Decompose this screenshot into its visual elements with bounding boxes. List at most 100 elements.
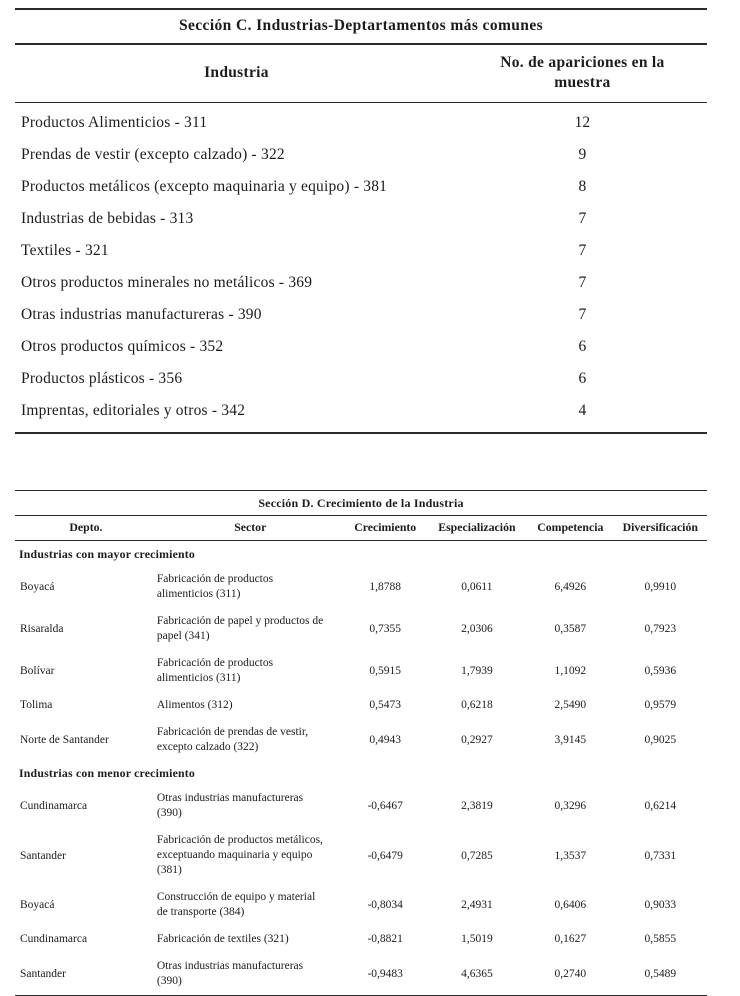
depto-cell: Santander xyxy=(20,967,66,980)
column-header-industria: Industria xyxy=(204,64,269,82)
group-label-menor-crecimiento: Industrias con menor crecimiento xyxy=(19,766,196,781)
competencia-cell: 1,3537 xyxy=(554,849,587,862)
sector-cell: Fabricación de productos alimenticios (3… xyxy=(156,573,274,600)
table-row: Textiles - 321 7 xyxy=(15,235,707,267)
industry-cell: Otros productos químicos - 352 xyxy=(21,338,224,356)
sector-cell: Fabricación de productos metálicos, exce… xyxy=(156,834,323,877)
table-row: Productos Alimenticios - 311 12 xyxy=(15,107,707,139)
especializacion-cell: 1,7939 xyxy=(461,664,493,677)
diversificacion-cell: 0,7331 xyxy=(644,849,677,862)
industry-cell: Industrias de bebidas - 313 xyxy=(21,210,194,228)
table-row: Imprentas, editoriales y otros - 342 4 xyxy=(15,395,707,427)
crecimiento-cell: -0,8034 xyxy=(367,899,403,912)
competencia-cell: 0,6406 xyxy=(554,899,587,912)
industry-cell: Textiles - 321 xyxy=(21,242,109,260)
column-header-especializacion: Especialización xyxy=(438,520,516,534)
table-row: Bolívar Fabricación de productos aliment… xyxy=(15,650,707,692)
industry-cell: Productos plásticos - 356 xyxy=(21,370,183,388)
competencia-cell: 0,1627 xyxy=(554,933,587,946)
depto-cell: Risaralda xyxy=(20,622,64,635)
sector-cell: Otras industrias manufactureras (390) xyxy=(156,959,304,987)
especializacion-cell: 1,5019 xyxy=(461,933,493,946)
column-header-apariciones: No. de apariciones en la muestra xyxy=(458,53,707,93)
diversificacion-cell: 0,9910 xyxy=(644,580,677,593)
industry-cell: Prendas de vestir (excepto calzado) - 32… xyxy=(21,146,285,164)
crecimiento-cell: 1,8788 xyxy=(369,580,402,593)
count-cell: 6 xyxy=(578,338,587,356)
column-header-apariciones-label: No. de apariciones en la muestra xyxy=(500,54,665,92)
sector-cell: Fabricación de papel y productos de pape… xyxy=(156,614,324,642)
section-c-header-row: Industria No. de apariciones en la muest… xyxy=(15,45,707,104)
depto-cell: Norte de Santander xyxy=(20,733,109,746)
group-label-mayor-crecimiento: Industrias con mayor crecimiento xyxy=(19,547,196,561)
count-cell: 7 xyxy=(578,242,587,260)
column-header-crecimiento: Crecimiento xyxy=(354,520,417,534)
sector-cell: Fabricación de prendas de vestir, except… xyxy=(156,725,309,753)
section-d-header-row: Depto. Sector Crecimiento Especializació… xyxy=(15,516,707,541)
competencia-cell: 0,2740 xyxy=(554,967,587,980)
diversificacion-cell: 0,9025 xyxy=(644,733,677,746)
crecimiento-cell: -0,9483 xyxy=(367,967,403,980)
table-row: Prendas de vestir (excepto calzado) - 32… xyxy=(15,139,707,171)
depto-cell: Bolívar xyxy=(20,664,55,677)
count-cell: 8 xyxy=(578,178,587,196)
especializacion-cell: 2,3819 xyxy=(461,800,493,813)
table-row: Tolima Alimentos (312) 0,5473 0,6218 2,5… xyxy=(15,692,707,719)
diversificacion-cell: 0,9033 xyxy=(644,899,677,912)
especializacion-cell: 4,6365 xyxy=(461,967,493,980)
sector-cell: Fabricación de textiles (321) xyxy=(156,933,289,945)
depto-cell: Boyacá xyxy=(20,580,55,593)
count-cell: 12 xyxy=(574,114,591,132)
table-row: Boyacá Construcción de equipo y material… xyxy=(15,884,707,926)
section-d-title: Sección D. Crecimiento de la Industria xyxy=(15,491,707,516)
especializacion-cell: 2,4931 xyxy=(461,899,493,912)
table-row: Santander Fabricación de productos metál… xyxy=(15,827,707,884)
crecimiento-cell: 0,5915 xyxy=(369,664,402,677)
depto-cell: Santander xyxy=(20,849,66,862)
sector-cell: Otras industrias manufactureras (390) xyxy=(156,792,304,820)
depto-cell: Cundinamarca xyxy=(20,800,88,813)
column-header-depto: Depto. xyxy=(69,520,103,534)
table-row: Otros productos químicos - 352 6 xyxy=(15,331,707,363)
diversificacion-cell: 0,5489 xyxy=(644,967,677,980)
depto-cell: Boyacá xyxy=(20,899,55,912)
count-cell: 4 xyxy=(578,402,587,420)
sector-cell: Alimentos (312) xyxy=(156,698,233,711)
especializacion-cell: 0,7285 xyxy=(461,849,493,862)
section-d-table: Sección D. Crecimiento de la Industria D… xyxy=(15,490,707,996)
competencia-cell: 6,4926 xyxy=(554,580,587,593)
section-c-body: Productos Alimenticios - 311 12 Prendas … xyxy=(15,103,707,435)
column-header-sector: Sector xyxy=(234,520,267,534)
industry-cell: Productos Alimenticios - 311 xyxy=(21,114,208,132)
competencia-cell: 0,3587 xyxy=(554,622,587,635)
diversificacion-cell: 0,9579 xyxy=(644,699,677,712)
diversificacion-cell: 0,5855 xyxy=(644,933,677,946)
especializacion-cell: 0,0611 xyxy=(461,580,493,593)
competencia-cell: 3,9145 xyxy=(554,733,587,746)
crecimiento-cell: 0,5473 xyxy=(369,699,402,712)
crecimiento-cell: 0,4943 xyxy=(369,733,402,746)
crecimiento-cell: -0,6467 xyxy=(367,800,403,813)
competencia-cell: 2,5490 xyxy=(554,699,587,712)
table-row: Boyacá Fabricación de productos alimenti… xyxy=(15,566,707,608)
especializacion-cell: 0,6218 xyxy=(461,699,493,712)
depto-cell: Tolima xyxy=(20,699,53,712)
especializacion-cell: 2,0306 xyxy=(461,622,493,635)
diversificacion-cell: 0,7923 xyxy=(644,622,677,635)
count-cell: 7 xyxy=(578,306,587,324)
competencia-cell: 1,1092 xyxy=(554,664,587,677)
column-header-diversificacion: Diversificación xyxy=(622,520,698,534)
crecimiento-cell: -0,8821 xyxy=(367,933,403,946)
industry-cell: Productos metálicos (excepto maquinaria … xyxy=(21,178,388,196)
count-cell: 9 xyxy=(578,146,587,164)
sector-cell: Fabricación de productos alimenticios (3… xyxy=(156,656,274,684)
crecimiento-cell: 0,7355 xyxy=(369,622,402,635)
table-row: Santander Otras industrias manufacturera… xyxy=(15,953,707,995)
competencia-cell: 0,3296 xyxy=(554,800,587,813)
depto-cell: Cundinamarca xyxy=(20,933,88,946)
industry-cell: Otros productos minerales no metálicos -… xyxy=(21,274,313,292)
table-row: Risaralda Fabricación de papel y product… xyxy=(15,608,707,650)
count-cell: 6 xyxy=(578,370,587,388)
table-row: Productos metálicos (excepto maquinaria … xyxy=(15,171,707,203)
crecimiento-cell: -0,6479 xyxy=(367,849,403,862)
